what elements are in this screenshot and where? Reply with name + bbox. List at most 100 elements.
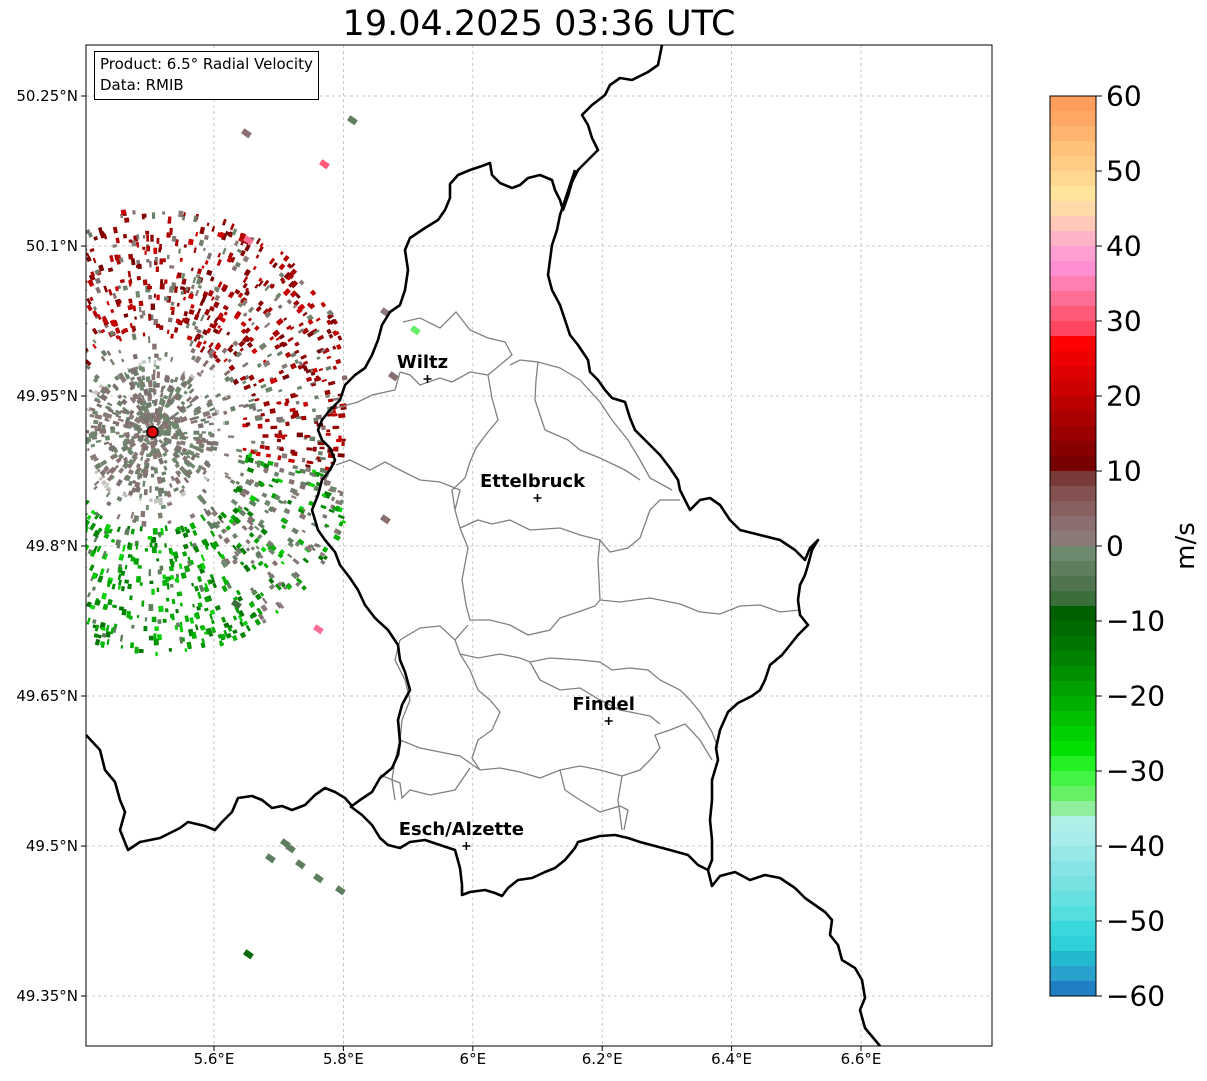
echo-pixel (158, 477, 162, 484)
colorbar-band (1050, 696, 1096, 712)
echo-pixel (140, 456, 144, 461)
echo-pixel (57, 507, 62, 512)
echo-pixel (227, 346, 234, 353)
echo-pixel (114, 254, 119, 261)
echo-pixel (185, 286, 189, 292)
echo-pixel (189, 559, 195, 565)
echo-pixel (124, 528, 130, 536)
echo-pixel (188, 462, 196, 469)
echo-pixel (237, 505, 243, 510)
echo-pixel (113, 319, 119, 327)
echo-pixel (44, 592, 50, 599)
echo-pixel (100, 349, 108, 357)
echo-pixel (258, 554, 264, 559)
echo-pixel (86, 246, 88, 253)
echo-pixel (147, 285, 153, 290)
echo-pixel (50, 260, 56, 266)
echo-pixel (101, 315, 109, 324)
echo-pixel (71, 521, 77, 527)
echo-pixel (102, 550, 107, 558)
echo-pixel (268, 548, 275, 555)
echo-pixel (203, 541, 210, 548)
echo-pixel (276, 434, 284, 439)
echo-pixel (86, 553, 88, 558)
echo-pixel (111, 583, 116, 590)
echo-pixel (251, 440, 256, 444)
echo-cluster (410, 325, 421, 336)
echo-pixel (255, 305, 262, 313)
echo-pixel (139, 582, 143, 586)
colorbar-band (1050, 201, 1096, 217)
echo-pixel (242, 255, 250, 263)
echo-pixel (199, 226, 206, 235)
echo-pixel (47, 453, 54, 459)
echo-pixel (155, 323, 160, 328)
echo-pixel (181, 278, 187, 285)
echo-pixel (35, 576, 42, 583)
echo-pixel (129, 323, 133, 328)
echo-pixel (174, 386, 182, 394)
echo-pixel (332, 345, 337, 350)
echo-pixel (46, 416, 52, 419)
echo-pixel (105, 491, 111, 498)
colorbar-band (1050, 741, 1096, 757)
echo-pixel (314, 395, 319, 400)
echo-pixel (223, 452, 230, 457)
echo-pixel (48, 362, 52, 366)
echo-pixel (295, 470, 301, 474)
echo-pixel (180, 381, 186, 387)
echo-pixel (213, 521, 221, 530)
echo-pixel (86, 617, 91, 625)
echo-pixel (210, 296, 215, 301)
echo-pixel (335, 358, 342, 365)
echo-pixel (44, 365, 50, 371)
echo-pixel (277, 304, 283, 310)
echo-pixel (283, 317, 288, 322)
echo-pixel (254, 397, 260, 402)
echo-pixel (187, 560, 192, 567)
colorbar-tick-label: 30 (1106, 304, 1142, 338)
echo-pixel (327, 413, 333, 417)
echo-pixel (239, 561, 245, 566)
echo-pixel (288, 273, 295, 280)
echo-pixel (130, 528, 135, 535)
echo-pixel (86, 364, 91, 370)
colorbar-band (1050, 846, 1096, 862)
echo-pixel (182, 296, 187, 301)
echo-pixel (103, 441, 110, 445)
echo-pixel (40, 515, 46, 520)
echo-pixel (139, 450, 145, 457)
echo-pixel (183, 526, 188, 531)
echo-pixel (69, 613, 74, 618)
echo-pixel (5, 503, 12, 509)
echo-pixel (269, 376, 274, 381)
echo-pixel (266, 306, 273, 313)
echo-pixel (78, 349, 86, 357)
echo-pixel (142, 332, 146, 337)
echo-pixel (189, 617, 195, 624)
echo-pixel (68, 231, 72, 235)
echo-pixel (31, 419, 38, 423)
echo-pixel (152, 388, 156, 393)
echo-pixel (132, 353, 138, 360)
echo-pixel (86, 430, 90, 434)
echo-pixel (124, 217, 130, 223)
echo-pixel (281, 524, 287, 530)
echo-pixel (263, 400, 270, 407)
echo-pixel (202, 410, 211, 418)
echo-pixel (136, 614, 140, 619)
echo-pixel (243, 384, 251, 391)
echo-pixel (147, 391, 152, 397)
echo-pixel (145, 408, 150, 415)
boundaries (86, 45, 881, 1046)
echo-pixel (209, 322, 216, 329)
echo-pixel (61, 268, 65, 273)
echo-pixel (142, 213, 147, 218)
echo-pixel (152, 343, 157, 350)
echo-pixel (332, 318, 339, 325)
echo-pixel (206, 415, 212, 419)
echo-pixel (20, 299, 26, 305)
echo-pixel (149, 485, 152, 493)
echo-pixel (169, 614, 173, 619)
echo-pixel (277, 499, 284, 505)
